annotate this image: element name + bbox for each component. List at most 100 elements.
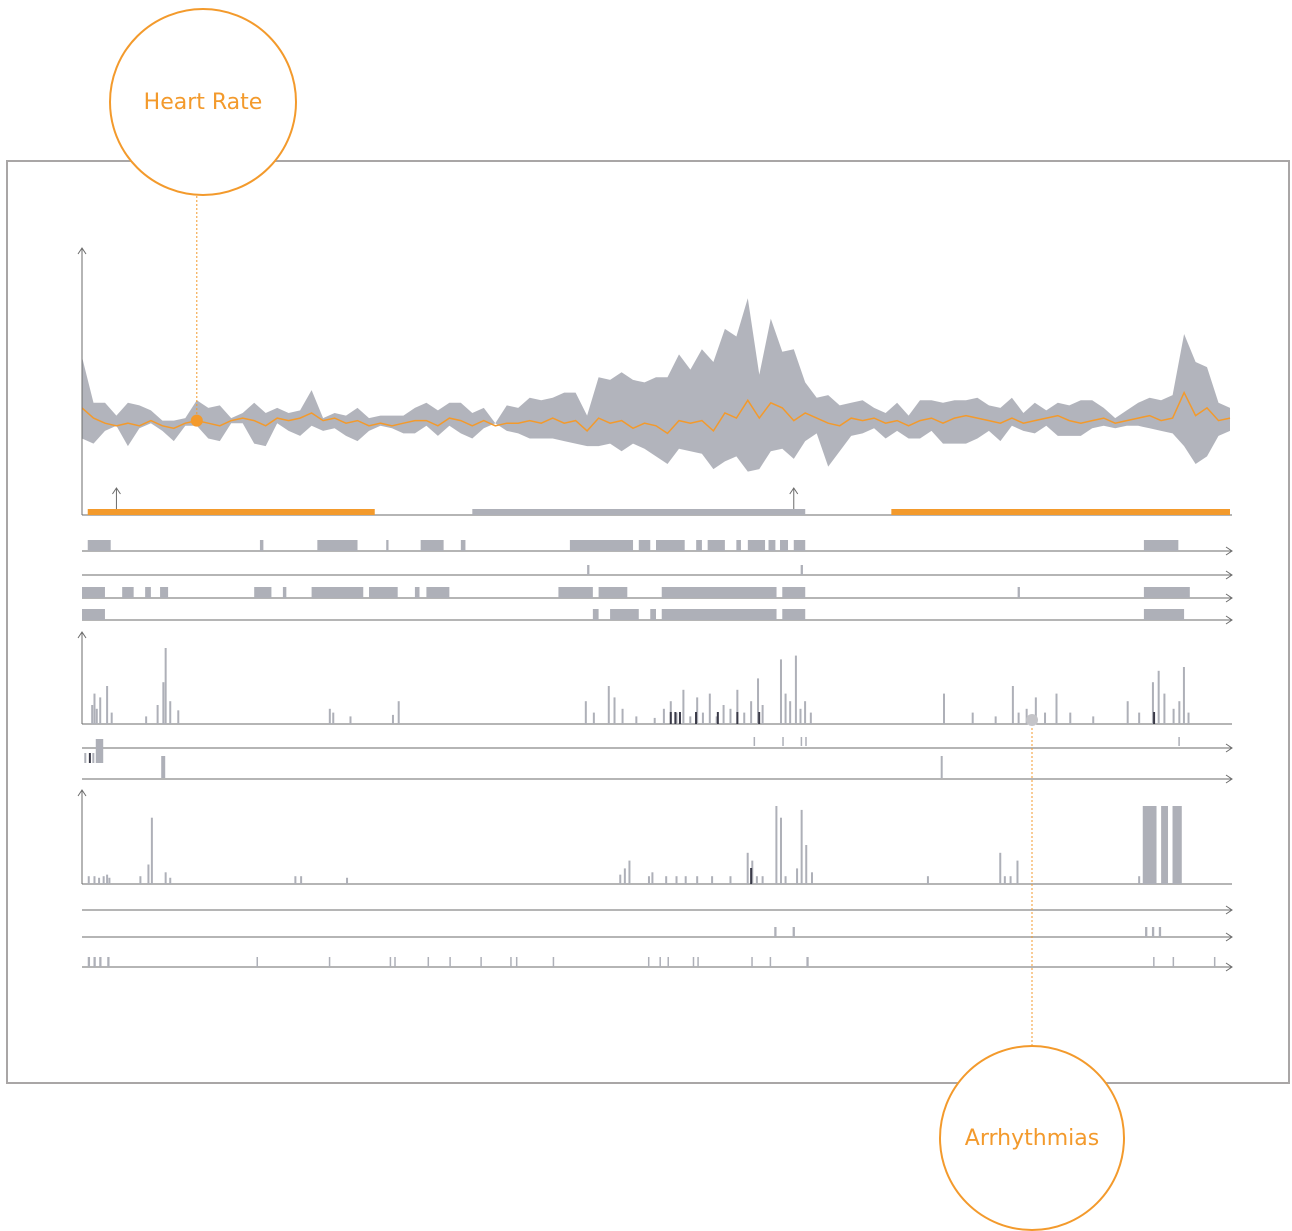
arrhythmia-bar-4 xyxy=(106,686,109,724)
arrhythmia-dark-bar-4 xyxy=(716,712,719,724)
lower-track-2-tick-6 xyxy=(389,957,392,967)
arrhythmias-callout[interactable]: Arrhythmias xyxy=(939,1045,1125,1231)
arrhythmia-left-cluster-1 xyxy=(88,753,91,763)
period-segment-2 xyxy=(891,509,1230,515)
lower-track-2-tick-20 xyxy=(769,957,772,967)
lower-track-2-tick-18 xyxy=(697,957,699,967)
chart-frame xyxy=(6,160,1290,1084)
lower-bar-7 xyxy=(147,864,150,884)
arrhythmia-track-tick-4 xyxy=(1178,737,1180,746)
lower-bar-23 xyxy=(711,876,714,884)
period-segment-1 xyxy=(472,509,806,515)
event-track-0-bar-6 xyxy=(569,540,634,551)
arrhythmia-bar-43 xyxy=(794,655,797,724)
heart-rate-callout-label: Heart Rate xyxy=(143,89,263,115)
arrhythmia-bar-31 xyxy=(708,693,711,724)
arrhythmia-dark-bar-2 xyxy=(678,712,681,724)
event-track-2-bar-3 xyxy=(160,587,169,598)
arrhythmia-bar-2 xyxy=(95,708,98,724)
event-track-0-bar-14 xyxy=(779,540,789,551)
lower-track-2-tick-7 xyxy=(394,957,396,967)
event-track-0-bar-10 xyxy=(707,540,725,551)
arrhythmia-bar-23 xyxy=(653,717,656,724)
lower-bar-21 xyxy=(684,876,687,884)
arrhythmia-bar-53 xyxy=(1034,697,1037,724)
event-track-0-bar-11 xyxy=(736,540,741,551)
event-track-2-bar-6 xyxy=(311,587,364,598)
lower-track-2-tick-21 xyxy=(806,957,809,967)
arrhythmia-bar-3 xyxy=(99,697,102,724)
lower-bar-36 xyxy=(926,876,929,884)
lower-y-axis-head xyxy=(77,789,87,797)
arrhythmia-bar-56 xyxy=(1069,712,1072,724)
lower-bar-4 xyxy=(106,874,109,884)
lower-track-2-tick-15 xyxy=(659,957,661,967)
arrhythmia-bar-17 xyxy=(584,701,587,724)
arrhythmia-bar-29 xyxy=(696,697,699,724)
heart-rate-line xyxy=(81,390,1231,435)
lower-bar-37 xyxy=(999,852,1002,884)
lower-track-1-tick-2 xyxy=(1145,927,1148,937)
lower-track-1-tick-4 xyxy=(1158,927,1162,937)
arrhythmia-bar-65 xyxy=(1182,667,1185,724)
arrhythmia-bar-26 xyxy=(675,712,678,724)
arrhythmia-bar-11 xyxy=(177,710,180,724)
event-track-2-bar-8 xyxy=(414,587,420,598)
arrhythmia-bar-38 xyxy=(757,678,760,724)
lower-bar-2 xyxy=(98,877,101,884)
event-track-2-bar-1 xyxy=(122,587,134,598)
axes xyxy=(77,247,1233,972)
small-up-arrow-0-head xyxy=(112,487,121,495)
arrhythmia-lower-tick-1 xyxy=(940,756,943,778)
event-track-3-bar-1 xyxy=(592,609,599,620)
arrhythmia-bar-30 xyxy=(701,712,704,724)
arrhythmia-bar-8 xyxy=(162,682,165,724)
lower-track-2-tick-2 xyxy=(99,957,102,967)
lower-bar-12 xyxy=(300,876,303,884)
event-track-2-bar-9 xyxy=(426,587,450,598)
event-track-2-bar-15 xyxy=(1143,587,1190,598)
lower-track-2-tick-14 xyxy=(647,957,650,967)
event-track-3-bar-5 xyxy=(782,609,806,620)
arrhythmia-bar-13 xyxy=(332,712,335,724)
lower-bar-0 xyxy=(87,876,90,884)
lower-bar-11 xyxy=(294,876,297,884)
event-track-0-bar-9 xyxy=(696,540,702,551)
arrhythmia-bar-20 xyxy=(613,697,616,724)
event-track-3-bar-6 xyxy=(1143,609,1185,620)
event-track-0-bar-13 xyxy=(768,540,776,551)
lower-bar-28 xyxy=(761,876,764,884)
arrhythmia-bar-39 xyxy=(761,705,764,724)
lower-bar-39 xyxy=(1009,876,1012,884)
event-track-3-bar-0 xyxy=(82,609,105,620)
event-track-0-bar-4 xyxy=(420,540,444,551)
event-track-2-bar-12 xyxy=(661,587,777,598)
lower-track-2-tick-16 xyxy=(667,957,669,967)
arrhythmia-bar-28 xyxy=(689,716,692,724)
arrhythmia-bar-58 xyxy=(1126,701,1129,724)
arrhythmia-bar-55 xyxy=(1055,693,1058,724)
lower-bar-38 xyxy=(1003,876,1006,884)
arrhythmia-bar-52 xyxy=(1025,708,1028,724)
lower-bar-22 xyxy=(696,876,699,884)
lower-track-2-tick-4 xyxy=(256,957,258,967)
arrhythmia-bar-10 xyxy=(169,701,172,724)
arrhythmia-bar-1 xyxy=(93,693,96,724)
arrhythmia-bar-15 xyxy=(391,714,394,724)
heart-rate-callout[interactable]: Heart Rate xyxy=(109,8,297,196)
arrhythmia-bar-62 xyxy=(1163,693,1166,724)
lower-track-2-tick-0 xyxy=(87,957,91,967)
lower-bar-26 xyxy=(751,860,754,884)
heart-rate-series-line xyxy=(81,390,1231,435)
lower-track-2-tick-22 xyxy=(1153,957,1155,967)
lower-bar-13 xyxy=(346,877,349,884)
arrhythmia-dark-bar-5 xyxy=(736,712,739,724)
arrhythmias-marker xyxy=(1026,714,1038,726)
arrhythmia-dark-bar-1 xyxy=(674,712,677,724)
event-track-axis-2-head xyxy=(1225,593,1233,603)
arrhythmia-bar-35 xyxy=(736,689,739,724)
lower-bar-30 xyxy=(779,817,782,884)
lower-track-2-tick-3 xyxy=(107,957,110,967)
arrhythmia-bar-40 xyxy=(779,659,782,724)
